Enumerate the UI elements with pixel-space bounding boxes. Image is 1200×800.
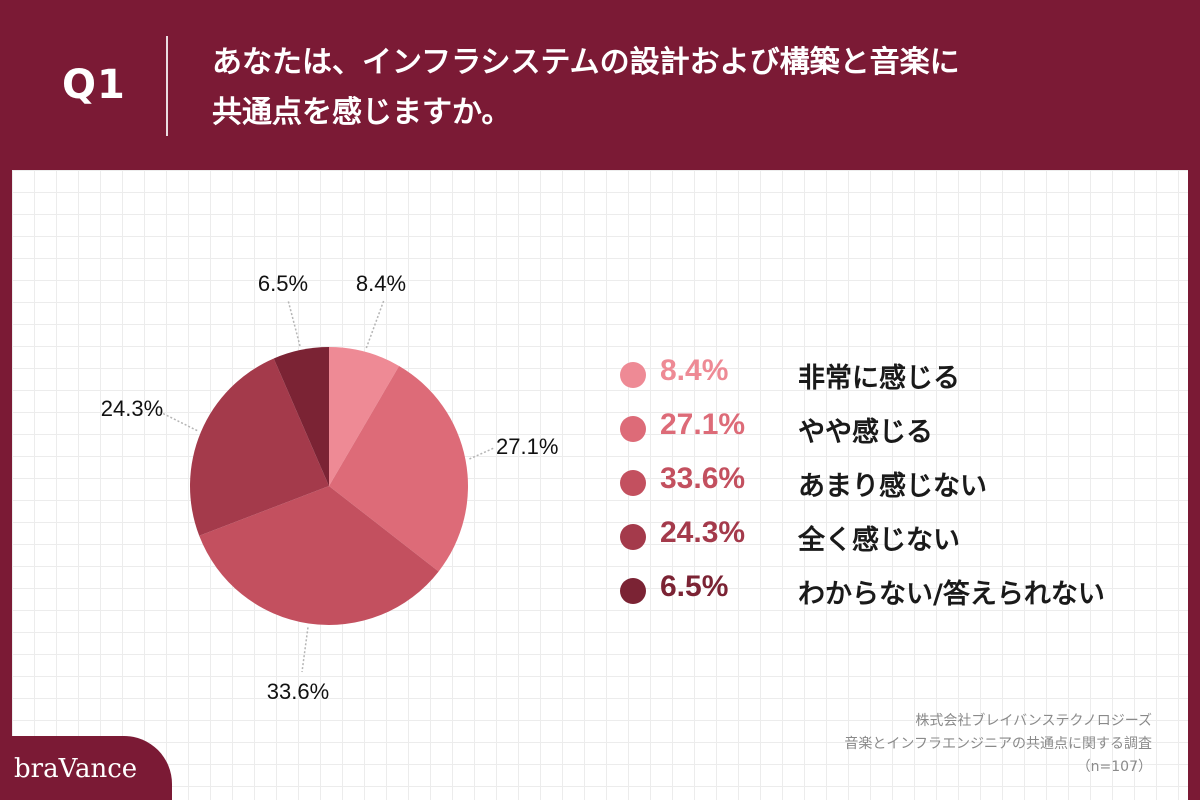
legend-label: わからない/答えられない — [798, 579, 1105, 610]
pie-data-label-5: 6.5% — [258, 271, 308, 296]
source-sample: （n=107） — [1076, 759, 1152, 775]
leader-line-2 — [469, 447, 495, 460]
legend-label: やや感じる — [798, 417, 933, 448]
legend-swatch — [620, 362, 646, 388]
source-survey: 音楽とインフラエンジニアの共通点に関する調査 — [844, 736, 1152, 752]
legend-percentage: 24.3% — [660, 516, 746, 549]
pie-data-label-2: 27.1% — [496, 434, 558, 459]
leader-line-4 — [159, 411, 198, 432]
legend-item: 8.4% 非常に感じる — [620, 352, 1180, 406]
legend-label: 非常に感じる — [798, 363, 960, 394]
source-note: 株式会社ブレイバンステクノロジーズ 音楽とインフラエンジニアの共通点に関する調査… — [844, 710, 1152, 779]
question-text-line2: 共通点を感じますか。 — [212, 95, 512, 130]
legend-percentage: 8.4% — [660, 354, 729, 387]
pie-slice-5 — [273, 347, 329, 486]
logo-tab — [0, 736, 172, 800]
pie-data-label-3: 33.6% — [267, 679, 329, 704]
legend-item: 24.3% 全く感じない — [620, 514, 1180, 568]
question-number: Q1 — [62, 62, 126, 108]
legend-label: 全く感じない — [798, 525, 960, 556]
legend-item: 33.6% あまり感じない — [620, 460, 1180, 514]
pie-slice-4 — [190, 358, 329, 536]
leader-line-1 — [365, 299, 385, 349]
question-text: あなたは、インフラシステムの設計および構築と音楽に 共通点を感じますか。 — [212, 38, 1172, 138]
question-text-line1: あなたは、インフラシステムの設計および構築と音楽に — [212, 45, 960, 80]
legend-swatch — [620, 578, 646, 604]
legend-swatch — [620, 416, 646, 442]
legend-swatch — [620, 470, 646, 496]
legend-item: 6.5% わからない/答えられない — [620, 568, 1180, 622]
header: Q1 あなたは、インフラシステムの設計および構築と音楽に 共通点を感じますか。 — [0, 0, 1200, 170]
pie-slice-2 — [329, 365, 469, 572]
legend-swatch — [620, 524, 646, 550]
pie-slice-1 — [329, 347, 400, 486]
pie-slice-3 — [199, 486, 439, 625]
legend-percentage: 33.6% — [660, 462, 746, 495]
legend-percentage: 6.5% — [660, 570, 729, 603]
bravance-logo: braVance — [14, 754, 138, 784]
leader-line-3 — [301, 627, 309, 673]
header-divider — [166, 36, 168, 136]
legend: 8.4% 非常に感じる 27.1% やや感じる 33.6% あまり感じない 24.3% 全く感… — [620, 352, 1180, 622]
legend-item: 27.1% やや感じる — [620, 406, 1180, 460]
legend-label: あまり感じない — [798, 471, 987, 502]
legend-percentage: 27.1% — [660, 408, 746, 441]
pie-data-label-1: 8.4% — [356, 271, 406, 296]
pie-data-label-4: 24.3% — [101, 396, 163, 421]
source-company: 株式会社ブレイバンステクノロジーズ — [915, 713, 1152, 729]
leader-line-5 — [287, 299, 301, 347]
